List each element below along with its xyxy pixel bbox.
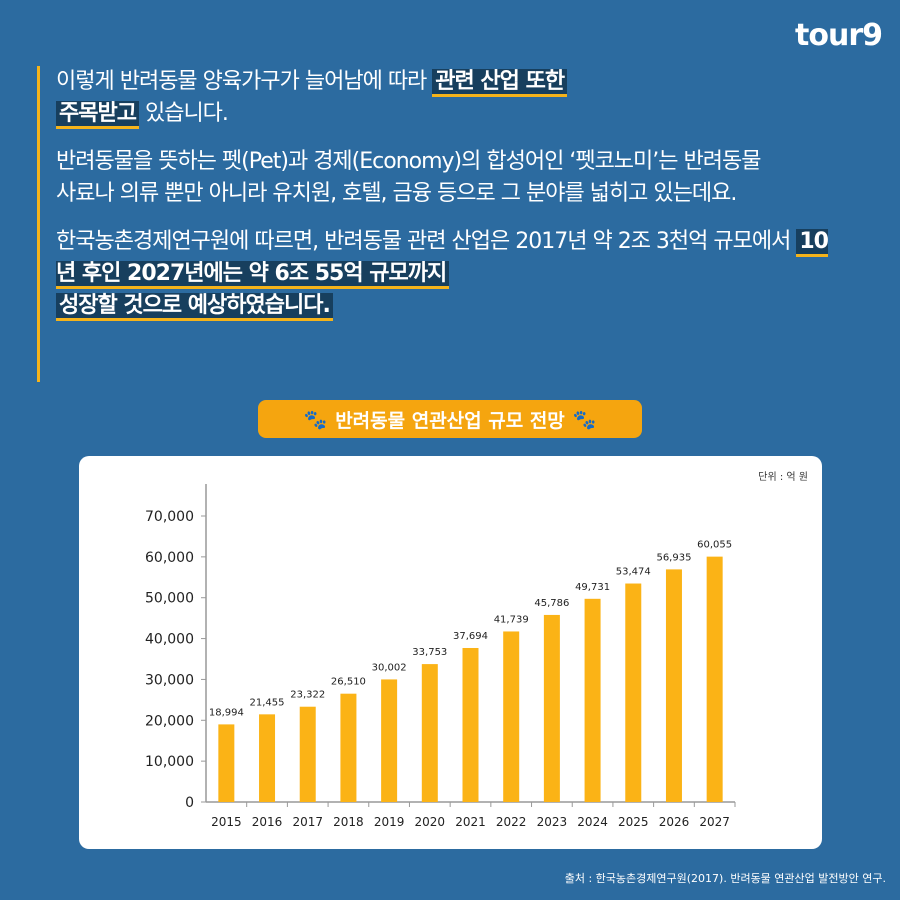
- chart-card: 단위 : 억 원 0 10,000 20,000 30,000 40,000 50,000…: [79, 456, 822, 849]
- x-tick-label: 2019: [374, 815, 405, 829]
- text: 한국농촌경제연구원에 따르면, 반려동물 관련 산업은 2017년 약 2조 3…: [56, 229, 797, 254]
- data-label: 18,994: [209, 707, 244, 718]
- bar: [503, 631, 520, 802]
- x-tick-label: 2026: [659, 815, 690, 829]
- y-tick-label: 30,000: [145, 672, 194, 688]
- data-label: 37,694: [453, 631, 488, 642]
- data-label: 56,935: [656, 552, 691, 563]
- y-tick-label: 50,000: [145, 591, 194, 607]
- y-tick-label: 60,000: [145, 550, 194, 566]
- chart-title-text: 반려동물 연관산업 규모 전망: [335, 409, 565, 432]
- data-label: 21,455: [250, 697, 285, 708]
- x-tick-label: 2027: [699, 815, 730, 829]
- data-label: 23,322: [290, 690, 325, 701]
- highlight: 주목받고: [56, 101, 139, 129]
- x-tick-label: 2021: [455, 815, 486, 829]
- y-tick-label: 70,000: [145, 509, 194, 525]
- highlight: 성장할 것으로 예상하였습니다.: [56, 293, 333, 321]
- x-tick-label: 2024: [577, 815, 608, 829]
- y-tick-label: 40,000: [145, 632, 194, 648]
- bar: [706, 556, 723, 802]
- data-label: 26,510: [331, 677, 366, 688]
- x-tick-label: 2020: [415, 815, 446, 829]
- y-tick-label: 0: [185, 795, 194, 811]
- x-tick-label: 2018: [333, 815, 364, 829]
- data-label: 53,474: [616, 567, 651, 578]
- bar: [625, 583, 642, 802]
- unit-label: 단위 : 억 원: [758, 472, 808, 483]
- bar: [584, 598, 601, 802]
- text: 이렇게 반려동물 양육가구가 늘어남에 따라: [56, 69, 433, 94]
- bar: [462, 647, 479, 802]
- x-tick-label: 2025: [618, 815, 649, 829]
- chart-title: 🐾 반려동물 연관산업 규모 전망 🐾: [258, 400, 642, 438]
- bar: [259, 714, 276, 802]
- bar: [340, 693, 357, 802]
- y-tick-label: 10,000: [145, 754, 194, 770]
- x-tick-label: 2022: [496, 815, 527, 829]
- paragraph-3: 한국농촌경제연구원에 따르면, 반려동물 관련 산업은 2017년 약 2조 3…: [56, 226, 836, 322]
- data-label: 45,786: [534, 598, 569, 609]
- bar: [421, 664, 438, 802]
- bar: [299, 706, 316, 802]
- x-tick-label: 2015: [211, 815, 242, 829]
- tour9-logo: tour9: [795, 18, 883, 53]
- bar: [665, 569, 682, 802]
- data-label: 33,753: [412, 647, 447, 658]
- x-tick-label: 2016: [252, 815, 283, 829]
- accent-bar: [37, 66, 40, 382]
- paw-icon: 🐾: [572, 408, 597, 431]
- bar-chart: 0 10,000 20,000 30,000 40,000 50,000 60,000 70,…: [145, 484, 736, 829]
- text: 있습니다.: [138, 101, 229, 126]
- source-note: 출처 : 한국농촌경제연구원(2017). 반려동물 연관산업 발전방안 연구.: [564, 872, 886, 885]
- bar: [381, 679, 398, 802]
- data-label: 30,002: [372, 662, 407, 673]
- x-tick-label: 2017: [292, 815, 323, 829]
- data-label: 41,739: [494, 614, 529, 625]
- data-label: 49,731: [575, 582, 610, 593]
- bar: [543, 614, 560, 802]
- paw-icon: 🐾: [303, 408, 328, 431]
- highlight: 관련 산업 또한: [432, 69, 568, 97]
- paragraph-2: 반려동물을 뜻하는 펫(Pet)과 경제(Economy)의 합성어인 ‘펫코노…: [56, 149, 761, 206]
- x-tick-label: 2023: [537, 815, 568, 829]
- bar: [218, 724, 235, 802]
- data-label: 60,055: [697, 540, 732, 551]
- y-tick-label: 20,000: [145, 713, 194, 729]
